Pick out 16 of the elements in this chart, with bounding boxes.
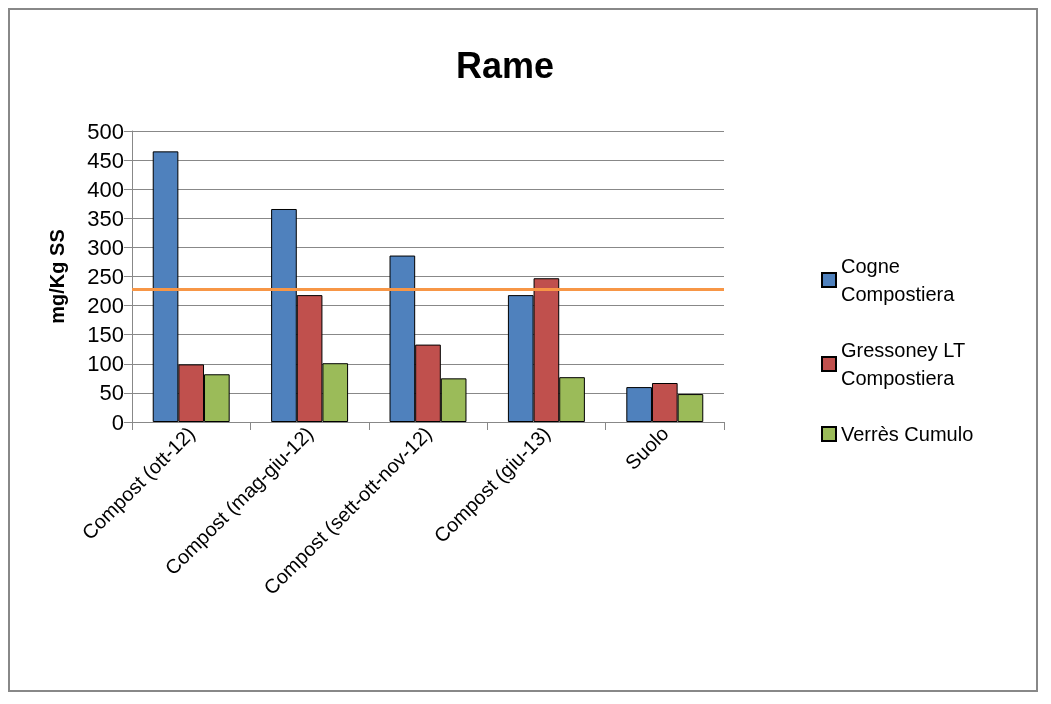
y-tick-label: 100 [87, 351, 124, 377]
y-tick-label: 200 [87, 293, 124, 319]
y-tick-label: 150 [87, 322, 124, 348]
y-tick-label: 50 [99, 380, 124, 406]
y-tick-label: 400 [87, 176, 124, 202]
y-tick-label: 0 [111, 409, 124, 435]
y-tick-label: 250 [87, 264, 124, 289]
chart-title: Rame [455, 44, 555, 86]
y-axis-title: mg/Kg SS [46, 229, 68, 324]
legend-label: Gressoney LT Compostiera [841, 339, 971, 389]
y-tick-label: 450 [87, 147, 124, 173]
y-tick-label: 500 [87, 118, 124, 144]
y-tick-label: 300 [87, 234, 124, 260]
y-tick-label: 350 [87, 205, 124, 231]
legend-label: Cogne Compostiera [841, 255, 956, 305]
legend-label: Verrès Cumulo [841, 423, 974, 445]
